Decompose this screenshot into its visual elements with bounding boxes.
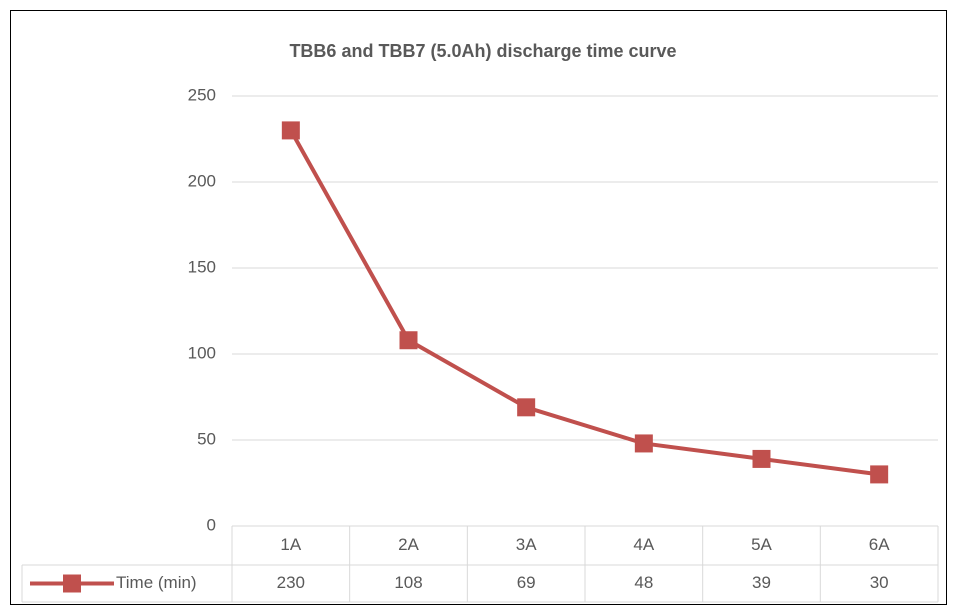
x-tick-label: 6A bbox=[869, 535, 890, 554]
x-tick-label: 1A bbox=[280, 535, 301, 554]
chart-title: TBB6 and TBB7 (5.0Ah) discharge time cur… bbox=[289, 41, 676, 61]
table-value: 39 bbox=[752, 573, 771, 592]
y-tick-label: 200 bbox=[188, 171, 216, 190]
table-value: 230 bbox=[277, 573, 305, 592]
marker bbox=[399, 331, 418, 350]
x-tick-label: 3A bbox=[516, 535, 537, 554]
x-tick-label: 4A bbox=[633, 535, 654, 554]
legend-label: Time (min) bbox=[116, 573, 197, 592]
x-tick-label: 5A bbox=[751, 535, 772, 554]
y-tick-label: 50 bbox=[197, 429, 216, 448]
y-tick-label: 250 bbox=[188, 85, 216, 104]
legend-marker bbox=[63, 574, 81, 593]
marker bbox=[281, 121, 300, 140]
y-tick-label: 150 bbox=[188, 257, 216, 276]
chart-border bbox=[10, 10, 947, 605]
y-tick-label: 100 bbox=[188, 343, 216, 362]
table-value: 69 bbox=[517, 573, 536, 592]
table-value: 30 bbox=[870, 573, 889, 592]
x-tick-label: 2A bbox=[398, 535, 419, 554]
series-line bbox=[289, 129, 880, 477]
marker bbox=[870, 465, 889, 484]
marker bbox=[752, 449, 771, 468]
marker bbox=[517, 398, 536, 417]
y-tick-label: 0 bbox=[207, 515, 216, 534]
table-value: 108 bbox=[394, 573, 422, 592]
table-value: 48 bbox=[634, 573, 653, 592]
marker bbox=[634, 434, 653, 453]
